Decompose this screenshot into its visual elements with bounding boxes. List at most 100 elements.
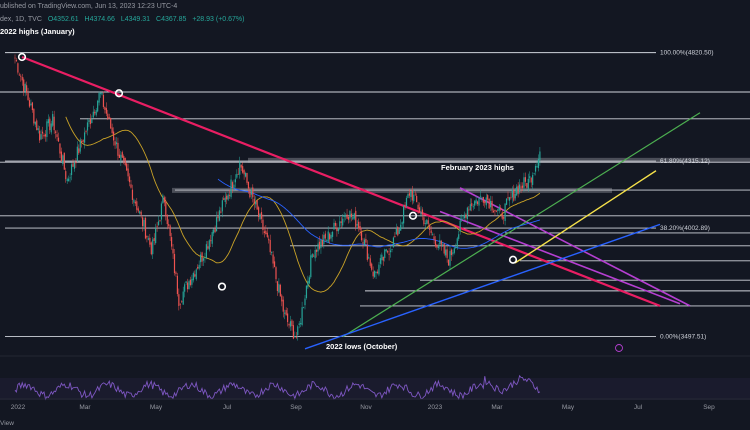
candle-body — [99, 92, 102, 94]
candle-body — [324, 233, 326, 239]
candle-body — [353, 213, 355, 219]
candle-body — [424, 223, 426, 224]
candle-body — [179, 303, 181, 305]
candle-body — [363, 239, 366, 246]
candle-body — [505, 198, 508, 205]
candle-body — [527, 178, 529, 190]
candle-body — [446, 249, 448, 258]
candle-body — [382, 256, 384, 261]
candle-body — [220, 211, 222, 213]
candle-body — [320, 239, 322, 248]
pivot-markers — [17, 52, 623, 352]
candle-body — [104, 106, 106, 110]
candle-body — [536, 166, 538, 167]
candle-body — [139, 211, 141, 214]
candle-body — [356, 224, 358, 226]
rsi-band — [0, 378, 750, 400]
candle-body — [474, 201, 476, 206]
candle-body — [15, 60, 18, 62]
candle-body — [233, 184, 235, 189]
candle-body — [171, 237, 173, 247]
candle-body — [92, 111, 94, 118]
candle-body — [126, 163, 128, 171]
candle-body — [403, 205, 405, 224]
candle-body — [258, 207, 260, 218]
candle-body — [160, 203, 163, 220]
candle-body — [500, 207, 502, 210]
candle-body — [89, 118, 91, 125]
candle-body — [70, 164, 73, 175]
candle-body — [266, 232, 268, 237]
candle-body — [394, 236, 396, 238]
candle-body — [352, 217, 354, 220]
candle-body — [437, 246, 439, 248]
moving-average-50 — [65, 116, 541, 293]
candle-body — [81, 140, 83, 143]
candle-body — [20, 75, 22, 77]
candle-body — [334, 222, 337, 226]
candle-body — [379, 258, 381, 264]
candle-body — [224, 197, 226, 203]
candle-body — [110, 117, 112, 129]
candle-body — [392, 237, 395, 248]
candle-body — [513, 189, 515, 201]
candle-body — [166, 215, 168, 225]
candle-body — [127, 168, 129, 177]
candle-body — [136, 201, 138, 210]
candle-body — [49, 118, 51, 131]
candle-body — [41, 131, 44, 134]
candle-body — [73, 162, 76, 169]
candle-body — [198, 264, 200, 269]
candle-body — [250, 189, 252, 195]
candle-body — [271, 251, 273, 253]
high-value: H4374.66 — [84, 16, 115, 23]
candle-body — [311, 254, 313, 258]
candle-body — [184, 284, 186, 292]
candle-body — [459, 220, 461, 232]
pivot-circle-marker — [508, 255, 518, 264]
x-axis-tick-label: 2022 — [11, 404, 26, 411]
candle-body — [287, 313, 289, 323]
candle-body — [143, 219, 145, 227]
candle-body — [339, 221, 341, 227]
candle-body — [231, 182, 234, 188]
candle-body — [182, 291, 184, 305]
candle-body — [340, 221, 342, 223]
candle-body — [281, 295, 283, 302]
candle-body — [185, 281, 187, 283]
candle-body — [210, 240, 212, 242]
fibonacci-labels: 100.00%(4820.50) 61.80%(4315.12) 38.20%(40… — [660, 50, 714, 341]
candle-body — [439, 240, 441, 245]
candle-body — [50, 123, 52, 133]
resistance-zone — [248, 157, 750, 163]
candle-body — [31, 102, 33, 111]
candle-body — [282, 299, 284, 312]
x-axis-tick-label: May — [562, 404, 575, 411]
candle-body — [453, 248, 455, 253]
pivot-circle-marker — [114, 89, 124, 98]
candle-body — [218, 210, 221, 221]
candle-body — [162, 195, 164, 204]
candle-body — [416, 195, 418, 203]
candle-body — [408, 193, 410, 196]
footer-view-label[interactable]: View — [0, 420, 14, 427]
candle-body — [272, 254, 274, 264]
candle-body — [368, 257, 370, 259]
candle-body — [175, 272, 177, 275]
candle-body — [168, 224, 170, 226]
candle-body — [298, 323, 300, 325]
candle-body — [372, 271, 374, 277]
candle-body — [329, 233, 331, 240]
candle-body — [205, 244, 207, 258]
candle-body — [468, 209, 470, 211]
candle-body — [336, 227, 338, 232]
candle-body — [532, 175, 534, 185]
candle-body — [36, 120, 38, 131]
candle-body — [189, 279, 192, 286]
candle-body — [137, 208, 139, 212]
candle-body — [40, 134, 42, 140]
candle-body — [421, 209, 424, 215]
symbol-text[interactable]: dex, 1D, TVC — [0, 16, 42, 23]
candle-body — [388, 253, 390, 255]
candle-body — [430, 230, 432, 233]
